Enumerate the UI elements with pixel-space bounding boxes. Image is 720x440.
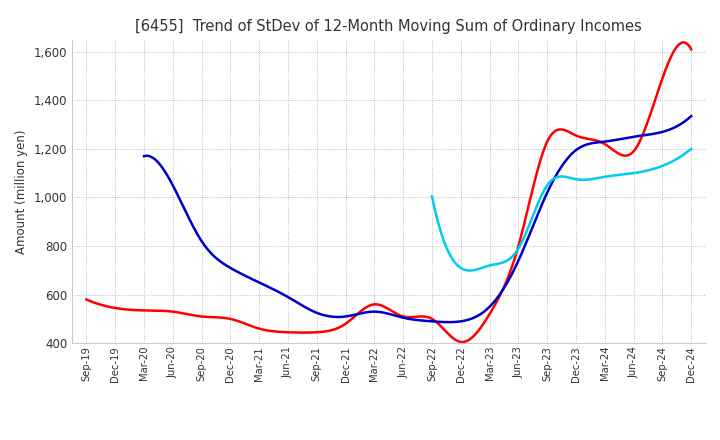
5 Years	[603, 139, 611, 144]
5 Years	[465, 317, 474, 322]
3 Years	[442, 330, 451, 335]
Line: 5 Years: 5 Years	[144, 116, 691, 322]
3 Years	[82, 297, 91, 302]
5 Years	[477, 312, 485, 317]
3 Years	[632, 145, 641, 150]
5 Years	[687, 114, 696, 119]
Line: 3 Years: 3 Years	[86, 42, 691, 342]
7 Years	[663, 161, 672, 166]
5 Years	[142, 153, 150, 158]
3 Years	[594, 139, 603, 144]
5 Years	[467, 316, 476, 321]
5 Years	[444, 319, 452, 325]
3 Years	[84, 298, 93, 303]
3 Years	[459, 339, 467, 345]
5 Years	[140, 154, 148, 159]
Y-axis label: Amount (million yen): Amount (million yen)	[15, 129, 28, 253]
3 Years	[440, 327, 449, 333]
Title: [6455]  Trend of StDev of 12-Month Moving Sum of Ordinary Incomes: [6455] Trend of StDev of 12-Month Moving…	[135, 19, 642, 34]
7 Years	[647, 167, 656, 172]
7 Years	[582, 177, 590, 182]
3 Years	[679, 40, 688, 45]
Line: 7 Years: 7 Years	[432, 149, 691, 271]
7 Years	[428, 198, 437, 203]
7 Years	[428, 194, 436, 199]
3 Years	[687, 47, 696, 52]
7 Years	[466, 268, 474, 273]
7 Years	[687, 146, 696, 151]
7 Years	[588, 176, 596, 182]
3 Years	[452, 338, 461, 343]
7 Years	[583, 177, 592, 182]
5 Years	[637, 133, 646, 138]
